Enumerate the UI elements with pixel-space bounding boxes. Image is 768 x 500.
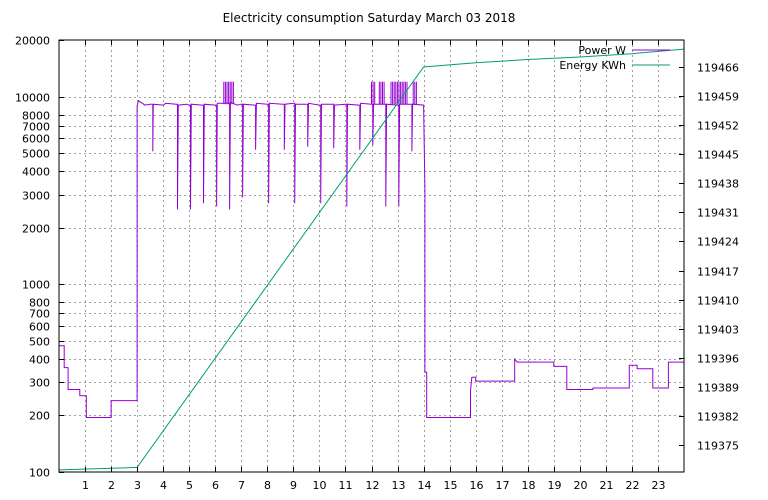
y-left-tick-label: 10000: [15, 92, 50, 105]
y-left-tick-label: 5000: [22, 148, 50, 161]
y-right-tick-label: 119417: [697, 266, 739, 279]
x-tick-label: 6: [212, 479, 219, 492]
y-left-tick-label: 800: [29, 297, 50, 310]
x-tick-label: 15: [444, 479, 458, 492]
y-right-tick-label: 119389: [697, 382, 739, 395]
x-tick-label: 3: [134, 479, 141, 492]
x-tick-label: 16: [470, 479, 484, 492]
x-tick-label: 22: [626, 479, 640, 492]
chart-title: Electricity consumption Saturday March 0…: [223, 11, 516, 25]
y-left-tick-label: 500: [29, 336, 50, 349]
y-left-tick-label: 200: [29, 410, 50, 423]
y-left-tick-label: 2000: [22, 223, 50, 236]
x-tick-label: 19: [548, 479, 562, 492]
series-line-energy: [58, 48, 685, 471]
y-right-tick-label: 119424: [697, 236, 739, 249]
y-right-tick-label: 119438: [697, 178, 739, 191]
y-right-tick-label: 119445: [697, 149, 739, 162]
x-tick-label: 13: [392, 479, 406, 492]
y-left-tick-label: 400: [29, 354, 50, 367]
x-tick-label: 17: [496, 479, 510, 492]
y-left-tick-label: 8000: [22, 110, 50, 123]
y-right-tick-label: 119375: [697, 440, 739, 453]
x-tick-label: 2: [108, 479, 115, 492]
x-tick-label: 4: [160, 479, 167, 492]
y-right-tick-label: 119410: [697, 295, 739, 308]
y-left-tick-label: 3000: [22, 190, 50, 203]
x-tick-label: 12: [366, 479, 380, 492]
x-tick-label: 9: [290, 479, 297, 492]
series-layer: [58, 48, 685, 471]
plot-frame: [58, 39, 685, 473]
y-left-tick-label: 4000: [22, 166, 50, 179]
legend: Power W Energy KWh: [559, 44, 670, 72]
axis-layer: 1 2 3 4 5 6 7 8 9 10 11 12 13 14 15 16 17 18 19 20 21 22 23100…: [15, 35, 739, 493]
y-left-tick-label: 300: [29, 377, 50, 390]
y-right-tick-label: 119396: [697, 353, 739, 366]
y-left-tick-label: 600: [29, 321, 50, 334]
y-right-tick-label: 119466: [697, 62, 739, 75]
x-tick-label: 18: [522, 479, 536, 492]
series-line-power: [59, 99, 684, 418]
y-left-tick-label: 700: [29, 308, 50, 321]
y-right-tick-label: 119452: [697, 120, 739, 133]
x-tick-label: 10: [313, 479, 327, 492]
x-tick-label: 20: [574, 479, 588, 492]
y-left-tick-label: 7000: [22, 121, 50, 134]
x-tick-label: 1: [82, 479, 89, 492]
y-left-tick-label: 6000: [22, 133, 50, 146]
x-tick-label: 8: [264, 479, 271, 492]
x-tick-label: 21: [600, 479, 614, 492]
y-right-tick-label: 119431: [697, 207, 739, 220]
legend-label-power: Power W: [578, 44, 626, 57]
y-right-tick-label: 119459: [697, 91, 739, 104]
y-right-tick-label: 119382: [697, 411, 739, 424]
y-left-tick-label: 100: [29, 467, 50, 480]
x-tick-label: 23: [652, 479, 666, 492]
x-tick-label: 7: [238, 479, 245, 492]
y-left-tick-label: 20000: [15, 35, 50, 48]
x-tick-label: 14: [418, 479, 432, 492]
y-right-tick-label: 119403: [697, 324, 739, 337]
x-tick-label: 11: [339, 479, 353, 492]
x-tick-label: 5: [186, 479, 193, 492]
legend-label-energy: Energy KWh: [559, 59, 626, 72]
y-left-tick-label: 1000: [22, 279, 50, 292]
